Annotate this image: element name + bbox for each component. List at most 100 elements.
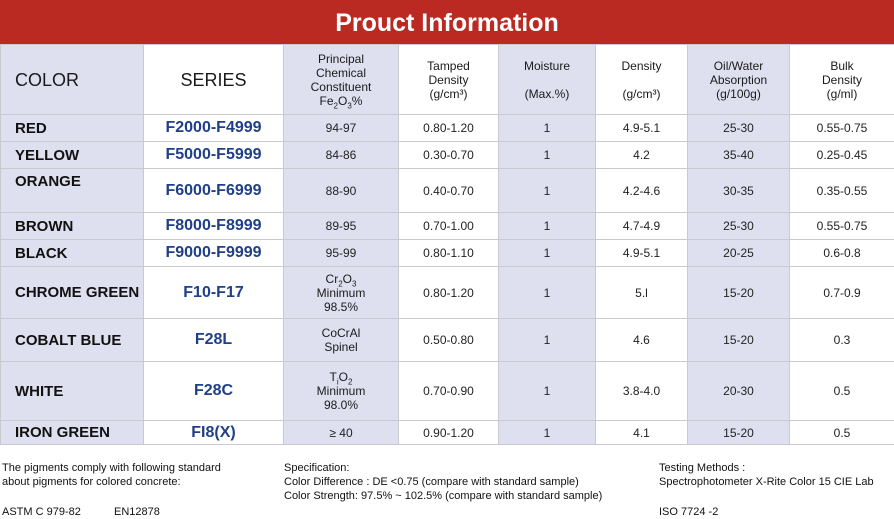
series-cell: F6000-F6999 [144, 169, 284, 213]
density-cell: 4.1 [596, 421, 688, 445]
header-density: Density(g/cm³) [596, 45, 688, 115]
tamped-cell: 0.50-0.80 [399, 319, 499, 362]
testing-title: Testing Methods : [659, 461, 893, 475]
moisture-cell: 1 [499, 169, 596, 213]
tamped-cell: 0.70-0.90 [399, 362, 499, 421]
bulk-cell: 0.6-0.8 [790, 240, 894, 267]
density-cell: 4.9-5.1 [596, 115, 688, 142]
standards-note: The pigments comply with following stand… [2, 461, 272, 489]
header-principal: Principal Chemical Constituent Fe2O3% [284, 45, 399, 115]
color-strength: Color Strength: 97.5% ~ 102.5% (compare … [284, 489, 654, 503]
bulk-cell: 0.35-0.55 [790, 169, 894, 213]
oil-cell: 15-20 [688, 319, 790, 362]
table-row: BLACK F9000-F9999 95-99 0.80-1.10 1 4.9-… [1, 240, 894, 267]
moisture-cell: 1 [499, 240, 596, 267]
bulk-cell: 0.5 [790, 362, 894, 421]
tamped-cell: 0.80-1.20 [399, 115, 499, 142]
chem-cell: 94-97 [284, 115, 399, 142]
density-cell: 4.7-4.9 [596, 213, 688, 240]
tamped-cell: 0.80-1.10 [399, 240, 499, 267]
product-table: COLOR SERIES Principal Chemical Constitu… [0, 44, 894, 445]
bulk-cell: 0.55-0.75 [790, 115, 894, 142]
standards-line: about pigments for colored concrete: [2, 475, 272, 489]
oil-cell: 15-20 [688, 421, 790, 445]
bulk-cell: 0.3 [790, 319, 894, 362]
chem-cell: ≥ 40 [284, 421, 399, 445]
chem-cell: 95-99 [284, 240, 399, 267]
oil-cell: 20-30 [688, 362, 790, 421]
specification-note: Specification: Color Difference : DE <0.… [284, 461, 654, 503]
chem-cell: 84-86 [284, 142, 399, 169]
tamped-cell: 0.90-1.20 [399, 421, 499, 445]
bulk-cell: 0.55-0.75 [790, 213, 894, 240]
series-cell: FI8(X) [144, 421, 284, 445]
color-cell: BLACK [1, 240, 144, 267]
tamped-cell: 0.40-0.70 [399, 169, 499, 213]
series-cell: F28C [144, 362, 284, 421]
moisture-cell: 1 [499, 115, 596, 142]
header-series: SERIES [144, 45, 284, 115]
iso-standard: ISO 7724 -2 [659, 505, 718, 519]
table-row: ORANGE F6000-F6999 88-90 0.40-0.70 1 4.2… [1, 169, 894, 213]
table-row: IRON GREEN FI8(X) ≥ 40 0.90-1.20 1 4.1 1… [1, 421, 894, 445]
header-color: COLOR [1, 45, 144, 115]
series-cell: F8000-F8999 [144, 213, 284, 240]
series-cell: F28L [144, 319, 284, 362]
moisture-cell: 1 [499, 267, 596, 319]
density-cell: 4.2 [596, 142, 688, 169]
testing-note: Testing Methods : Spectrophotometer X-Ri… [659, 461, 893, 489]
moisture-cell: 1 [499, 142, 596, 169]
en-standard: EN12878 [114, 505, 160, 519]
oil-cell: 25-30 [688, 115, 790, 142]
moisture-cell: 1 [499, 362, 596, 421]
moisture-cell: 1 [499, 319, 596, 362]
series-cell: F10-F17 [144, 267, 284, 319]
bulk-cell: 0.5 [790, 421, 894, 445]
tamped-cell: 0.30-0.70 [399, 142, 499, 169]
oil-cell: 25-30 [688, 213, 790, 240]
color-cell: WHITE [1, 362, 144, 421]
page-title: Prouct Information [0, 0, 894, 44]
chem-cell: 88-90 [284, 169, 399, 213]
standards-line: The pigments comply with following stand… [2, 461, 272, 475]
density-cell: 5.l [596, 267, 688, 319]
tamped-cell: 0.70-1.00 [399, 213, 499, 240]
oil-cell: 35-40 [688, 142, 790, 169]
color-difference: Color Difference : DE <0.75 (compare wit… [284, 475, 654, 489]
chem-cell: 89-95 [284, 213, 399, 240]
density-cell: 4.2-4.6 [596, 169, 688, 213]
color-cell: ORANGE [1, 169, 144, 213]
series-cell: F5000-F5999 [144, 142, 284, 169]
table-row: YELLOW F5000-F5999 84-86 0.30-0.70 1 4.2… [1, 142, 894, 169]
color-cell: COBALT BLUE [1, 319, 144, 362]
tamped-cell: 0.80-1.20 [399, 267, 499, 319]
series-cell: F9000-F9999 [144, 240, 284, 267]
oil-cell: 15-20 [688, 267, 790, 319]
color-cell: RED [1, 115, 144, 142]
oil-cell: 30-35 [688, 169, 790, 213]
series-cell: F2000-F4999 [144, 115, 284, 142]
header-row: COLOR SERIES Principal Chemical Constitu… [1, 45, 894, 115]
color-cell: CHROME GREEN [1, 267, 144, 319]
testing-method: Spectrophotometer X-Rite Color 15 CIE La… [659, 475, 893, 489]
color-cell: YELLOW [1, 142, 144, 169]
moisture-cell: 1 [499, 421, 596, 445]
density-cell: 4.6 [596, 319, 688, 362]
color-cell: IRON GREEN [1, 421, 144, 445]
bulk-cell: 0.7-0.9 [790, 267, 894, 319]
specification-title: Specification: [284, 461, 654, 475]
oil-cell: 20-25 [688, 240, 790, 267]
moisture-cell: 1 [499, 213, 596, 240]
density-cell: 3.8-4.0 [596, 362, 688, 421]
color-cell: BROWN [1, 213, 144, 240]
table-row: BROWN F8000-F8999 89-95 0.70-1.00 1 4.7-… [1, 213, 894, 240]
